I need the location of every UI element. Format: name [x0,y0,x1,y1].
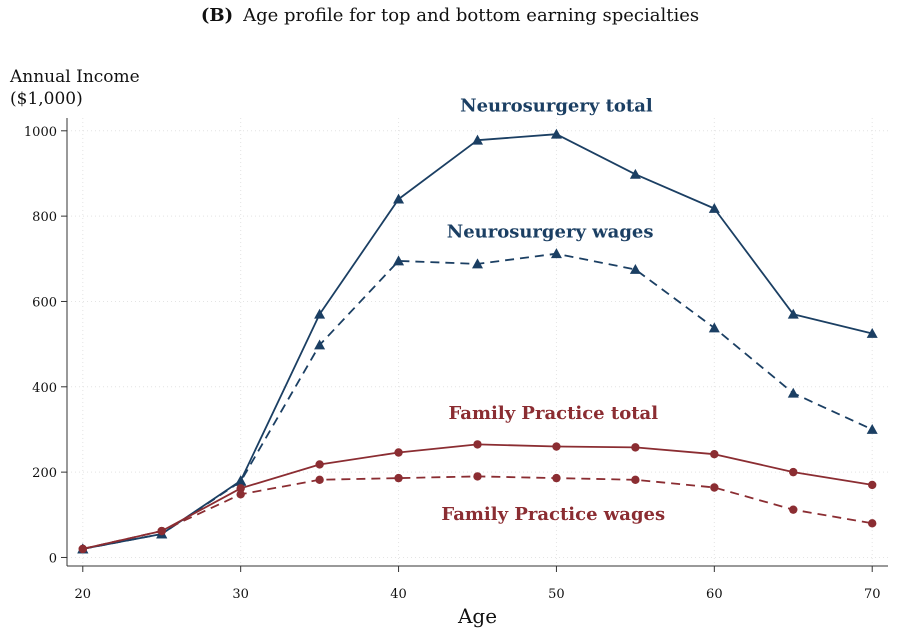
data-point-triangle [708,202,720,213]
series-annotation: Neurosurgery wages [447,221,654,242]
data-point-circle [157,526,166,536]
data-point-circle [236,490,245,499]
y-axis-label: Annual Income ($1,000) [10,66,140,110]
data-point-circle [868,480,877,490]
data-point-triangle [866,423,878,434]
data-point-circle [552,473,561,483]
series-annotation: Family Practice total [449,403,659,424]
data-point-triangle [629,263,641,274]
x-axis-label: Age [457,604,497,628]
data-point-circle [315,475,324,485]
data-point-circle [78,544,87,554]
series-line [82,443,873,550]
data-point-triangle [314,308,326,319]
data-point-triangle [787,308,799,319]
x-tick-label: 40 [390,587,407,602]
data-point-circle [789,505,798,514]
data-point-circle [473,472,482,481]
data-point-triangle [708,322,720,333]
y-tick-label: 400 [32,381,57,396]
data-point-circle [710,483,719,492]
x-tick-label: 30 [232,587,249,602]
y-tick-label: 800 [32,210,57,225]
data-point-triangle [550,248,562,259]
data-point-circle [394,473,403,483]
data-point-circle [868,519,877,528]
data-point-triangle [787,387,799,398]
data-point-triangle [393,255,405,266]
y-tick-label: 600 [32,295,57,310]
title-text: Age profile for top and bottom earning s… [243,5,700,26]
data-point-circle [236,484,245,493]
y-axis-label-line2: ($1,000) [10,89,83,109]
y-axis-label-line1: Annual Income [10,67,140,87]
data-point-circle [631,475,640,485]
data-point-triangle [472,258,483,269]
data-point-circle [552,442,561,451]
data-point-triangle [866,327,878,338]
x-tick-label: 60 [706,587,723,602]
series-annotation: Neurosurgery total [460,96,653,117]
series-line [82,133,873,550]
series-annotation: Family Practice wages [441,504,665,525]
panel-label: (B) [200,5,234,26]
data-point-triangle [393,193,405,204]
series-family-practice-wages [78,472,877,554]
chart-title: (B) Age profile for top and bottom earnin… [0,5,900,26]
x-tick-label: 70 [864,587,881,602]
y-tick-label: 1000 [24,125,57,140]
x-tick-label: 50 [548,587,565,602]
data-point-circle [710,450,719,459]
x-tick-label: 20 [75,587,92,602]
data-point-circle [473,440,482,449]
data-point-circle [394,448,403,457]
data-point-circle [789,467,798,477]
data-point-circle [631,443,640,452]
data-point-triangle [235,476,247,486]
series-family-practice-total [78,440,877,554]
data-point-triangle [314,339,326,350]
data-point-triangle [550,128,562,139]
data-point-triangle [472,134,483,145]
y-tick-label: 0 [49,551,57,566]
data-point-circle [315,460,324,469]
y-tick-label: 200 [32,466,57,481]
data-point-triangle [629,168,641,179]
series-neurosurgery-total [77,128,878,554]
